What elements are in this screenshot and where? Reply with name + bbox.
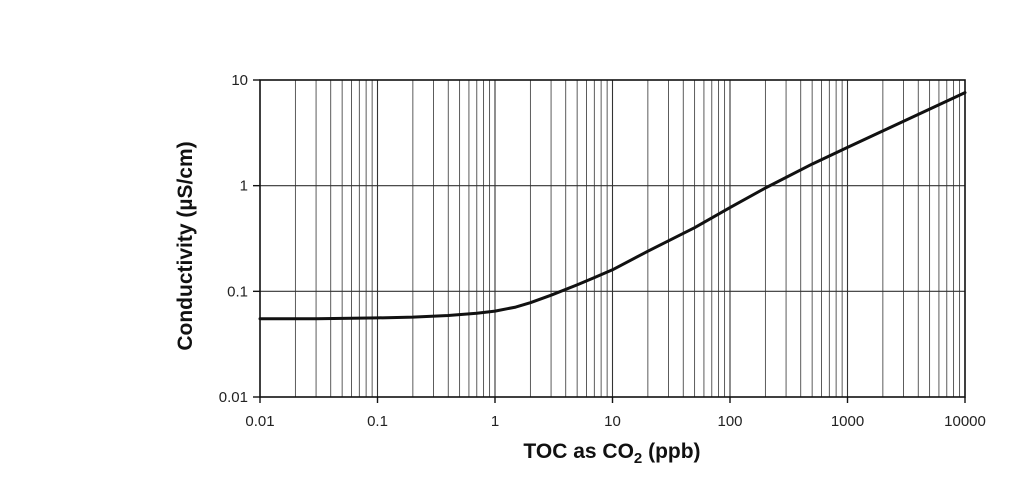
x-tick-label: 10 (604, 413, 621, 430)
x-tick-label: 100 (717, 413, 742, 430)
y-tick-label: 10 (231, 72, 248, 89)
x-axis-title-subscript: 2 (634, 450, 642, 467)
series-line (258, 91, 967, 321)
y-tick-label: 1 (240, 178, 248, 195)
x-tick-label: 1 (491, 413, 499, 430)
x-tick-label: 0.1 (367, 413, 388, 430)
y-tick-label: 0.1 (227, 283, 248, 300)
x-tick-label: 1000 (831, 413, 864, 430)
y-axis-title: Conductivity (µS/cm) (174, 141, 197, 350)
grid-lines (260, 80, 965, 397)
y-tick-label: 0.01 (219, 389, 248, 406)
x-axis-title: TOC as CO2 (ppb) (523, 440, 700, 467)
x-axis-ticks: 0.01 0.1 1 10 100 1000 10000 (245, 397, 986, 430)
x-tick-label: 10000 (944, 413, 986, 430)
x-tick-label: 0.01 (245, 413, 274, 430)
y-axis-ticks: 10 1 0.1 0.01 (219, 72, 260, 406)
